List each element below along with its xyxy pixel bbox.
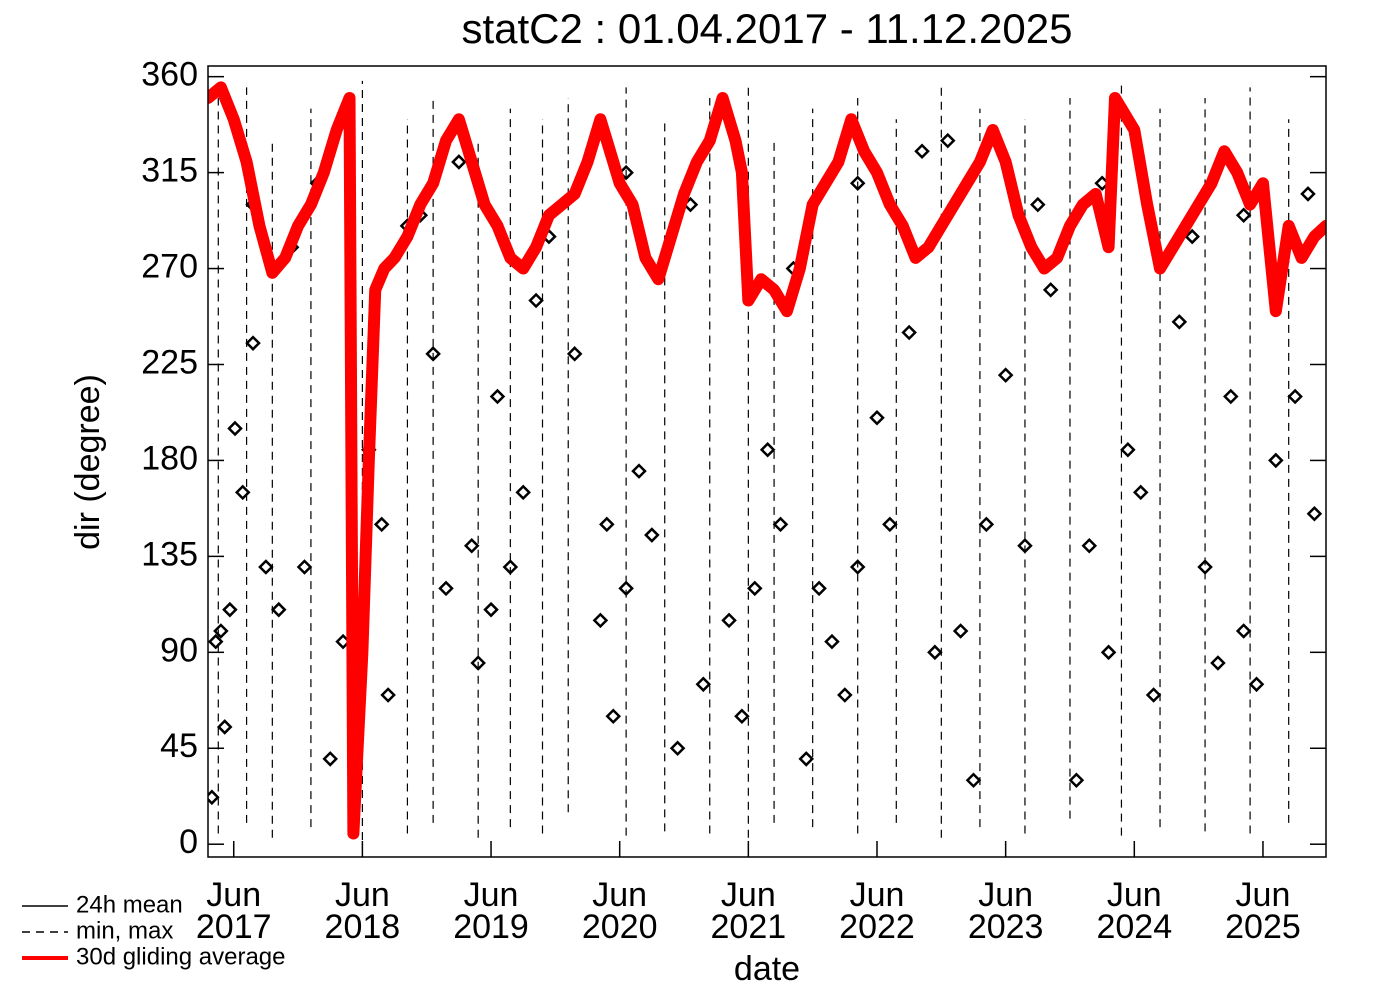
diamond-marker [747,580,763,597]
diamond-marker [1132,484,1149,501]
diamond-marker [1248,676,1265,693]
diamond-marker [734,708,750,725]
diamond-marker [997,367,1014,383]
chart-title: statC2 : 01.04.2017 - 11.12.2025 [461,5,1072,52]
diamond-marker [234,484,251,501]
diamond-marker [837,687,853,703]
x-tick-label: Jun 2018 [324,876,401,946]
diamond-marker [258,559,274,575]
diamond-marker [798,751,815,767]
diamond-marker [483,601,499,618]
diamond-marker [373,516,390,533]
diamond-marker [1235,207,1252,224]
diamond-marker [1120,442,1136,458]
diamond-marker [695,676,712,693]
y-tick-label: 315 [141,152,198,190]
diamond-marker [824,633,840,650]
diamond-marker [1210,655,1226,671]
legend-label: 30d gliding average [76,943,286,970]
diamond-marker [1223,388,1239,405]
diamond-marker [1300,186,1316,202]
diamond-marker [222,601,238,618]
diamond-marker [811,580,827,597]
y-tick-label: 225 [141,343,198,381]
diamond-marker [438,580,454,597]
diamond-marker [270,601,287,618]
diamond-marker [1184,228,1200,245]
diamond-marker [227,420,243,437]
diamond-marker [901,324,917,341]
x-tick-label: Jun 2024 [1096,876,1173,946]
legend-label: min, max [76,917,173,944]
diamond-marker [914,143,930,160]
diamond-marker [208,789,220,806]
diamond-marker [216,719,233,735]
diamond-marker [489,388,506,405]
diamond-marker [1068,772,1085,789]
diamond-marker [644,527,660,543]
diamond-marker [927,644,943,661]
diamond-marker [605,708,622,725]
x-tick-label: Jun 2017 [195,876,272,946]
x-tick-label: Jun 2021 [710,876,787,946]
diamond-marker [463,537,480,554]
diamond-marker [772,516,789,533]
diamond-marker [1042,282,1059,298]
diamond-marker [380,687,396,703]
x-tick-label: Jun 2023 [967,876,1044,946]
x-tick-label: Jun 2020 [581,876,658,946]
diamond-marker [322,751,338,767]
plot-frame [207,65,1327,858]
diamond-marker [631,463,647,479]
diamond-marker [213,623,229,639]
diamond-marker [869,410,885,426]
x-tick-label: Jun 2022 [839,876,915,946]
y-tick-label: 45 [160,727,198,765]
diamond-marker [451,154,467,170]
y-tick-label: 180 [141,439,198,477]
y-axis-label: dir (degree) [69,374,107,550]
diamond-marker [1081,537,1098,554]
diamond-marker [952,623,969,639]
y-tick-label: 135 [141,535,198,573]
diamond-marker [592,612,609,629]
diamond-marker [721,612,737,629]
diamond-marker [296,559,313,575]
diamond-marker [528,292,544,309]
x-tick-label: Jun 2019 [453,876,529,946]
x-axis-label: date [734,950,800,988]
diamond-marker [965,772,982,789]
diamond-marker [1100,644,1117,661]
diamond-marker [1268,452,1284,469]
average-line [208,81,1326,840]
y-tick-label: 270 [141,248,198,286]
diamond-marker [515,484,531,501]
diamond-marker [759,442,776,458]
diamond-marker [1287,388,1303,405]
y-tick-label: 90 [160,631,198,669]
diamond-marker [1030,196,1046,213]
diamond-marker [208,633,224,650]
y-tick-label: 0 [179,823,198,861]
diamond-marker [1306,505,1323,522]
diamond-marker [1171,314,1188,330]
diamond-marker [978,516,995,533]
diamond-marker [245,335,261,351]
legend-label: 24h mean [76,891,183,918]
x-tick-label: Jun 2025 [1225,876,1301,946]
diamond-marker [566,346,583,362]
diamond-marker [849,559,866,575]
diamond-marker [882,516,898,533]
diamond-marker [669,740,686,757]
diamond-marker [1145,687,1162,703]
diamond-marker [1235,623,1252,639]
plot-area [208,80,1326,840]
diamond-marker [599,516,615,533]
y-tick-label: 360 [141,56,198,94]
diamond-marker [939,132,956,149]
